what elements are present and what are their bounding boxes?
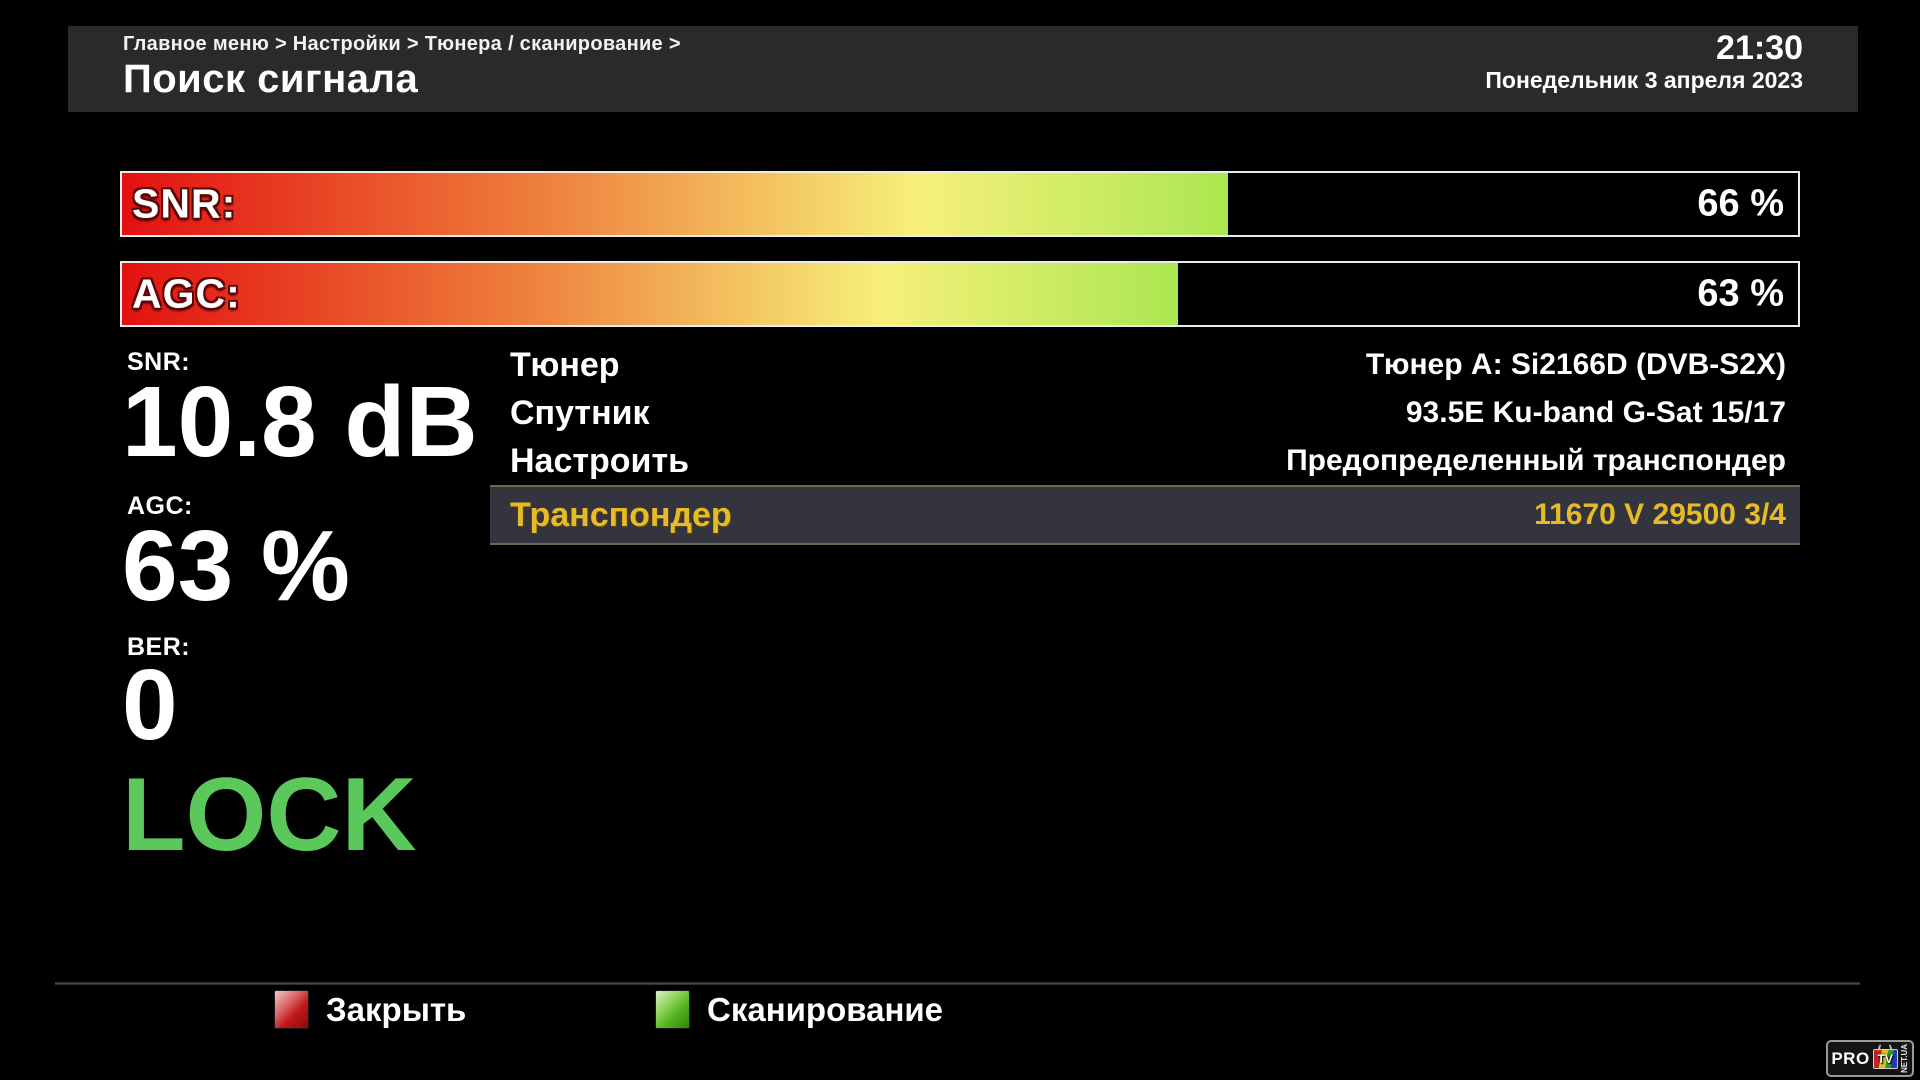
snr-stat-value: 10.8 dB: [122, 366, 478, 478]
tuner-settings-menu: Тюнер Тюнер A: Si2166D (DVB-S2X) Спутник…: [490, 341, 1800, 545]
agc-meter-value: 63 %: [1697, 272, 1784, 315]
red-key-icon: [274, 990, 309, 1029]
snr-stat-label: SNR:: [127, 348, 191, 376]
scan-button-label: Сканирование: [707, 990, 944, 1028]
protv-logo-netua: NET.UA: [1899, 1044, 1909, 1073]
page-title: Поиск сигнала: [123, 57, 419, 101]
menu-item-value: 11670 V 29500 3/4: [1534, 498, 1786, 531]
menu-item-tuner[interactable]: Тюнер Тюнер A: Si2166D (DVB-S2X): [490, 341, 1800, 389]
agc-stat-label: AGC:: [127, 492, 193, 520]
menu-item-value: Тюнер A: Si2166D (DVB-S2X): [1365, 348, 1786, 381]
agc-meter-label: AGC:: [132, 270, 241, 317]
clock: 21:30: [1716, 29, 1803, 67]
ber-stat-label: BER:: [127, 633, 191, 661]
menu-item-label: Транспондер: [510, 495, 732, 534]
header-bar: Главное меню > Настройки > Тюнера / скан…: [68, 26, 1858, 112]
tv-icon: TV: [1872, 1048, 1898, 1069]
menu-item-value: 93.5E Ku-band G-Sat 15/17: [1405, 396, 1786, 429]
snr-meter-label: SNR:: [132, 180, 237, 227]
protv-logo-text: PRO: [1831, 1048, 1870, 1068]
agc-stat-value: 63 %: [122, 510, 350, 622]
scan-button[interactable]: Сканирование: [655, 990, 943, 1029]
menu-item-configure[interactable]: Настроить Предопределенный транспондер: [490, 437, 1800, 485]
snr-meter-value: 66 %: [1697, 182, 1784, 225]
menu-item-label: Настроить: [510, 441, 690, 480]
agc-meter-fill: [122, 263, 1178, 325]
lock-status: LOCK: [122, 757, 417, 873]
menu-item-label: Тюнер: [510, 345, 620, 384]
menu-item-satellite[interactable]: Спутник 93.5E Ku-band G-Sat 15/17: [490, 389, 1800, 437]
menu-item-transponder[interactable]: Транспондер 11670 V 29500 3/4: [490, 485, 1800, 545]
protv-logo: PRO TV NET.UA: [1826, 1040, 1914, 1077]
green-key-icon: [655, 990, 690, 1029]
ber-stat-value: 0: [122, 649, 178, 761]
menu-item-value: Предопределенный транспондер: [1286, 444, 1786, 477]
footer-divider: [55, 982, 1860, 985]
menu-item-label: Спутник: [510, 393, 650, 432]
close-button-label: Закрыть: [326, 990, 467, 1028]
snr-meter-fill: [122, 173, 1229, 235]
close-button[interactable]: Закрыть: [274, 990, 466, 1029]
date: Понедельник 3 апреля 2023: [1485, 67, 1803, 93]
breadcrumb: Главное меню > Настройки > Тюнера / скан…: [123, 33, 681, 55]
snr-meter-bar: SNR: 66 %: [120, 171, 1800, 237]
agc-meter-bar: AGC: 63 %: [120, 261, 1800, 327]
